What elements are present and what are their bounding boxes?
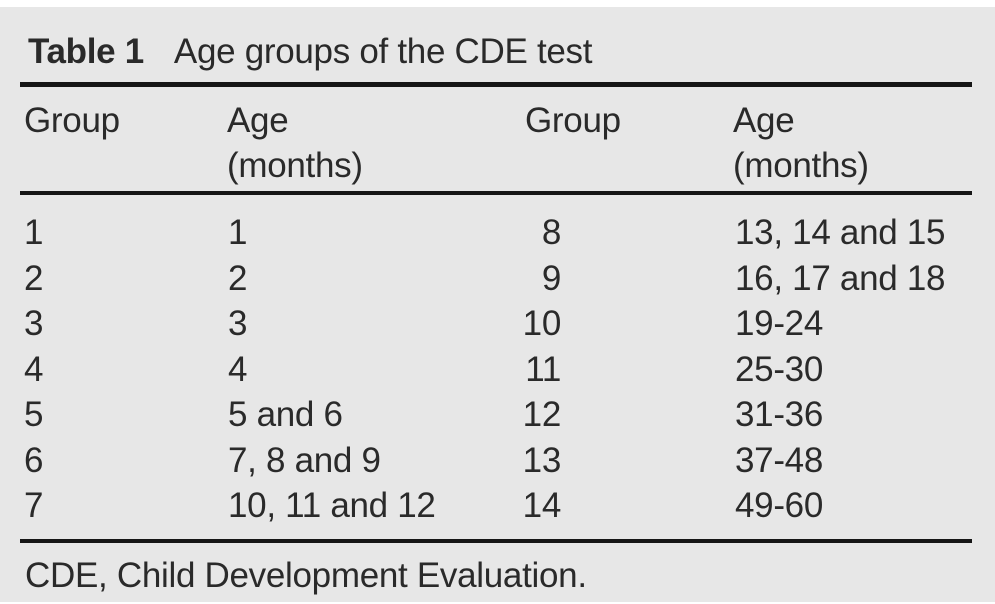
- cell-age-right: 25-30: [735, 349, 824, 389]
- table-caption: Table 1 Age groups of the CDE test: [28, 32, 592, 72]
- cell-group-left: 7: [24, 486, 44, 525]
- cell-age-left: 5 and 6: [228, 395, 343, 434]
- column-group-left: 1 2 3 4 5 6 7: [24, 210, 194, 529]
- header-age-left: Age (months): [227, 98, 363, 188]
- header-age-left-line2: (months): [227, 146, 363, 185]
- cell-age-right: 49-60: [735, 486, 824, 525]
- cell-group-left: 2: [24, 258, 44, 298]
- cell-age-right: 16, 17 and 18: [735, 258, 946, 298]
- cell-age-left: 10, 11 and 12: [228, 486, 436, 525]
- cell-age-left: 7, 8 and 9: [228, 440, 381, 480]
- table-title: Age groups of the CDE test: [173, 32, 593, 71]
- cell-group-right: 12: [522, 395, 562, 434]
- cell-age-right: 37-48: [735, 440, 824, 480]
- header-rule: [20, 191, 972, 195]
- footnote: CDE, Child Development Evaluation.: [25, 556, 587, 595]
- cell-group-right: 10: [522, 304, 562, 343]
- header-age-right: Age (months): [733, 98, 869, 188]
- cell-age-left: 4: [228, 349, 248, 389]
- header-age-right-line1: Age: [733, 101, 795, 140]
- header-group-right: Group: [525, 101, 621, 140]
- header-age-right-line2: (months): [733, 146, 869, 185]
- header-group-left: Group: [24, 101, 120, 140]
- cell-age-left: 3: [228, 304, 248, 343]
- cell-group-right: 8: [541, 213, 561, 252]
- cell-age-right: 31-36: [735, 395, 824, 434]
- bottom-rule: [20, 539, 972, 543]
- table-number: Table 1: [28, 32, 144, 71]
- cell-group-right: 13: [522, 440, 562, 480]
- cell-group-right: 14: [522, 486, 562, 525]
- cell-group-left: 3: [24, 304, 44, 343]
- column-group-right: 8 9 10 11 12 13 14: [441, 210, 562, 529]
- table-panel: Table 1 Age groups of the CDE test Group…: [0, 7, 995, 602]
- column-age-left: 1 2 3 4 5 and 6 7, 8 and 9 10, 11 and 12: [228, 210, 528, 529]
- cell-group-right: 11: [525, 349, 561, 389]
- top-rule: [20, 82, 972, 87]
- cell-group-left: 1: [24, 213, 44, 252]
- cell-group-right: 9: [541, 258, 561, 298]
- cell-age-left: 1: [228, 213, 248, 252]
- header-age-left-line1: Age: [227, 101, 289, 140]
- cell-group-left: 5: [24, 395, 44, 434]
- column-age-right: 13, 14 and 15 16, 17 and 18 19-24 25-30 …: [735, 210, 975, 529]
- cell-group-left: 6: [24, 440, 44, 480]
- cell-group-left: 4: [24, 349, 44, 389]
- cell-age-right: 13, 14 and 15: [735, 213, 946, 252]
- cell-age-right: 19-24: [735, 304, 824, 343]
- cell-age-left: 2: [228, 258, 248, 298]
